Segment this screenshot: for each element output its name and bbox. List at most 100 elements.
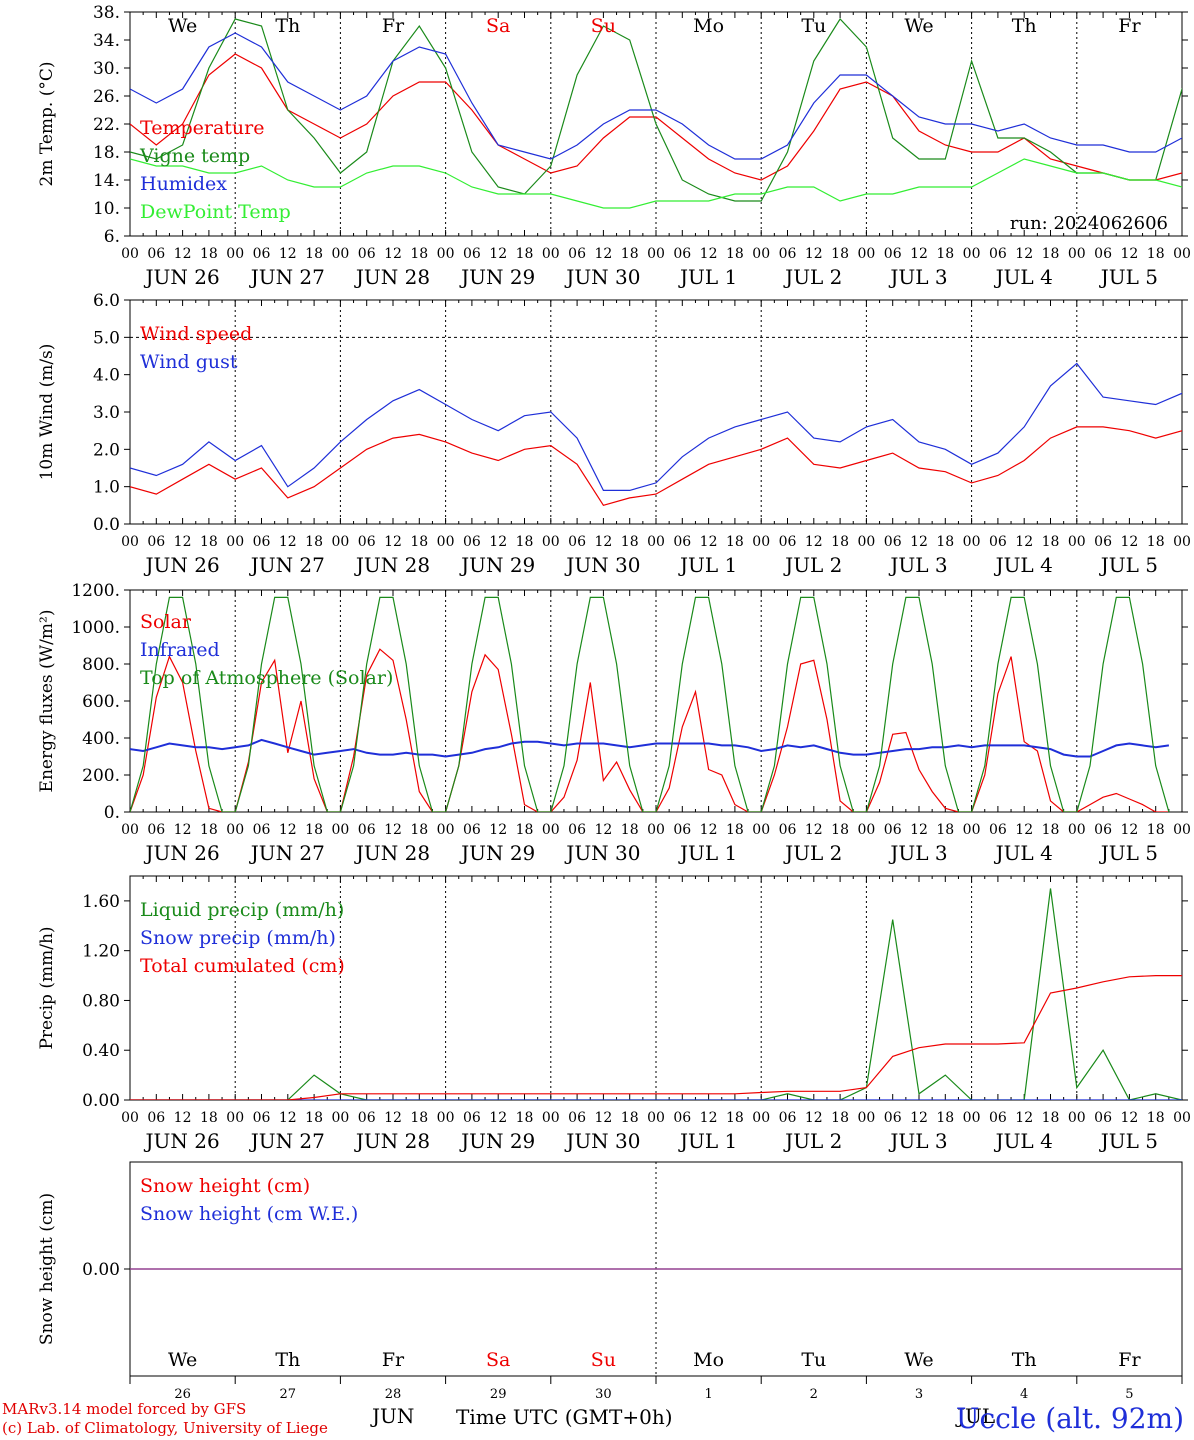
date-label: JUN 30 bbox=[564, 265, 640, 289]
legend-label: Humidex bbox=[140, 173, 227, 195]
hour-label: 00 bbox=[542, 246, 560, 262]
hour-label: 12 bbox=[174, 534, 192, 550]
date-label: JUN 28 bbox=[354, 265, 430, 289]
date-label: JUL 4 bbox=[994, 553, 1053, 577]
hour-label: 06 bbox=[358, 534, 376, 550]
hour-label: 00 bbox=[331, 534, 349, 550]
hour-label: 18 bbox=[410, 1110, 428, 1126]
legend-label: Vigne temp bbox=[139, 145, 250, 167]
date-label: JUN 30 bbox=[564, 1129, 640, 1153]
date-label: JUL 5 bbox=[1099, 1129, 1158, 1153]
date-label: JUL 2 bbox=[783, 1129, 842, 1153]
hour-label: 12 bbox=[384, 246, 402, 262]
y-tick-label: 0.40 bbox=[82, 1041, 120, 1061]
hour-label: 12 bbox=[910, 1110, 928, 1126]
hour-label: 12 bbox=[594, 822, 612, 838]
date-label: JUN 30 bbox=[564, 841, 640, 865]
hour-label: 12 bbox=[805, 246, 823, 262]
hour-label: 00 bbox=[1173, 1110, 1191, 1126]
hour-label: 12 bbox=[279, 534, 297, 550]
y-tick-label: 6. bbox=[104, 227, 120, 247]
hour-label: 12 bbox=[594, 534, 612, 550]
day-number-label: 1 bbox=[704, 1387, 712, 1402]
date-label: JUL 1 bbox=[678, 553, 737, 577]
y-tick-label: 800. bbox=[82, 655, 120, 675]
hour-label: 12 bbox=[1015, 822, 1033, 838]
hour-label: 18 bbox=[516, 534, 534, 550]
y-tick-label: 600. bbox=[82, 692, 120, 712]
hour-label: 18 bbox=[726, 822, 744, 838]
hour-label: 12 bbox=[1015, 1110, 1033, 1126]
hour-label: 18 bbox=[621, 822, 639, 838]
hour-label: 00 bbox=[542, 822, 560, 838]
weekday-label: We bbox=[168, 1349, 197, 1371]
hour-label: 06 bbox=[568, 534, 586, 550]
hour-label: 06 bbox=[253, 246, 271, 262]
y-tick-label: 6.0 bbox=[93, 291, 120, 311]
hour-label: 18 bbox=[200, 246, 218, 262]
hour-label: 18 bbox=[516, 822, 534, 838]
hour-label: 12 bbox=[805, 822, 823, 838]
hour-label: 00 bbox=[542, 534, 560, 550]
series-line-wind-speed bbox=[130, 426, 1182, 506]
hour-label: 00 bbox=[226, 246, 244, 262]
y-axis-title: Precip (mm/h) bbox=[37, 926, 57, 1049]
hour-label: 06 bbox=[989, 246, 1007, 262]
weekday-label: Tu bbox=[801, 15, 826, 37]
hour-label: 12 bbox=[489, 534, 507, 550]
hour-label: 06 bbox=[1094, 246, 1112, 262]
run-annotation: run: 2024062606 bbox=[1010, 213, 1168, 234]
hour-label: 00 bbox=[752, 534, 770, 550]
hour-label: 18 bbox=[831, 822, 849, 838]
hour-label: 00 bbox=[437, 822, 455, 838]
hour-label: 18 bbox=[831, 246, 849, 262]
series-line-liquid-precip-mm-h- bbox=[130, 888, 1182, 1100]
weekday-label: Fr bbox=[382, 1349, 405, 1371]
legend-label: Snow height (cm) bbox=[140, 1175, 310, 1197]
day-number-label: 27 bbox=[280, 1387, 297, 1402]
hour-label: 00 bbox=[542, 1110, 560, 1126]
hour-label: 06 bbox=[673, 246, 691, 262]
y-axis-title: Energy fluxes (W/m²) bbox=[37, 610, 57, 793]
hour-label: 06 bbox=[884, 534, 902, 550]
hour-label: 06 bbox=[673, 1110, 691, 1126]
day-number-label: 26 bbox=[174, 1387, 191, 1402]
legend-label: Solar bbox=[140, 611, 192, 633]
y-axis-title: Snow height (cm) bbox=[37, 1193, 57, 1345]
series-line-humidex bbox=[130, 32, 1182, 160]
legend-label: Top of Atmosphere (Solar) bbox=[140, 667, 393, 689]
y-tick-label: 3.0 bbox=[93, 403, 120, 423]
hour-label: 00 bbox=[857, 534, 875, 550]
hour-label: 18 bbox=[621, 246, 639, 262]
weekday-label: Th bbox=[275, 15, 300, 37]
hour-label: 18 bbox=[305, 822, 323, 838]
hour-label: 12 bbox=[700, 1110, 718, 1126]
day-number-label: 5 bbox=[1125, 1387, 1133, 1402]
series-line-vigne-temp bbox=[130, 18, 1182, 202]
hour-label: 12 bbox=[1120, 534, 1138, 550]
hour-label: 06 bbox=[358, 1110, 376, 1126]
hour-label: 00 bbox=[963, 246, 981, 262]
hour-label: 00 bbox=[647, 246, 665, 262]
hour-label: 18 bbox=[936, 822, 954, 838]
hour-label: 06 bbox=[568, 822, 586, 838]
date-label: JUN 28 bbox=[354, 553, 430, 577]
hour-label: 00 bbox=[752, 1110, 770, 1126]
hour-label: 12 bbox=[594, 246, 612, 262]
hour-label: 00 bbox=[331, 1110, 349, 1126]
hour-label: 12 bbox=[1120, 246, 1138, 262]
weekday-label: We bbox=[904, 1349, 933, 1371]
date-label: JUL 5 bbox=[1099, 553, 1158, 577]
hour-label: 00 bbox=[121, 534, 139, 550]
hour-label: 12 bbox=[700, 822, 718, 838]
hour-label: 12 bbox=[594, 1110, 612, 1126]
hour-label: 18 bbox=[1147, 534, 1165, 550]
y-tick-label: 1000. bbox=[71, 618, 120, 638]
hour-label: 12 bbox=[384, 822, 402, 838]
hour-label: 06 bbox=[358, 822, 376, 838]
hour-label: 00 bbox=[1068, 246, 1086, 262]
hour-label: 18 bbox=[1147, 246, 1165, 262]
date-label: JUL 4 bbox=[994, 265, 1053, 289]
date-label: JUL 5 bbox=[1099, 841, 1158, 865]
date-label: JUN 28 bbox=[354, 1129, 430, 1153]
